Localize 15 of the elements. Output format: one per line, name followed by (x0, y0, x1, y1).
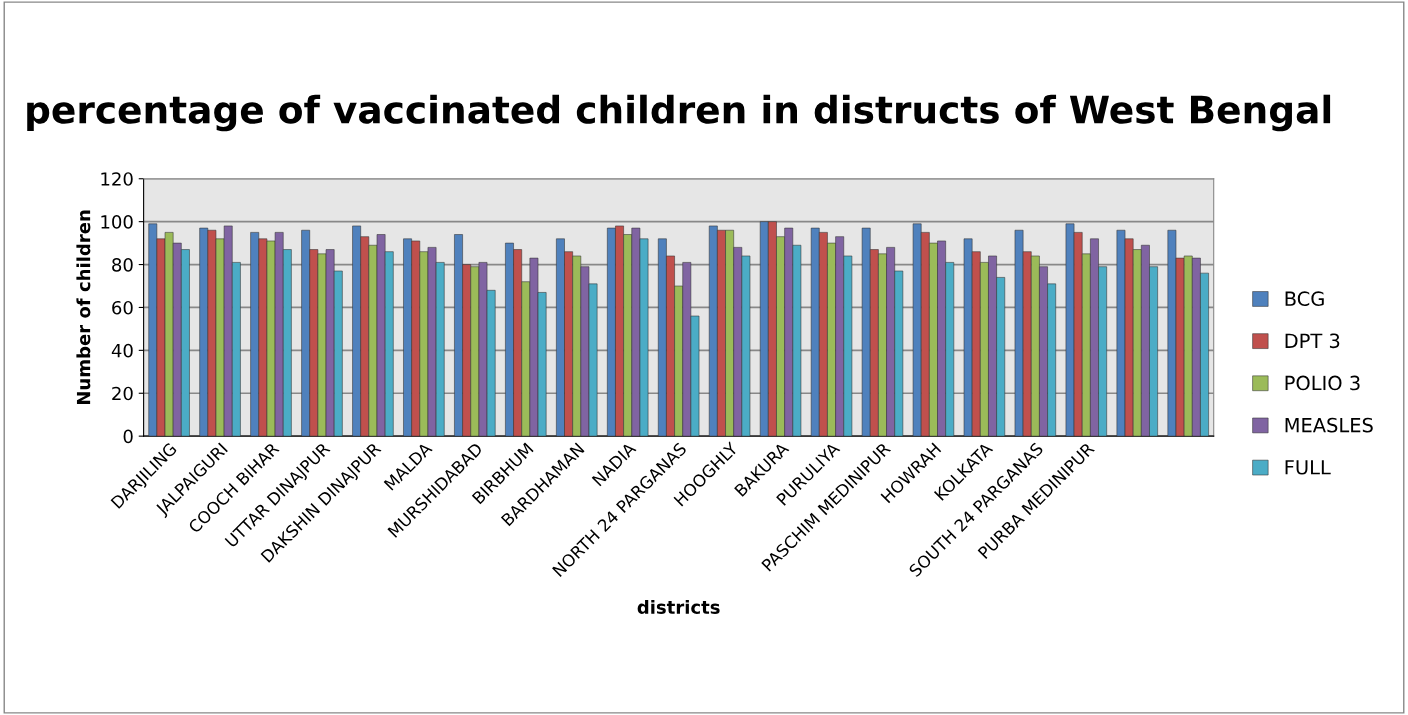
y-tick-label: 80 (112, 258, 133, 272)
x-axis-title: districts (637, 600, 720, 614)
y-tick-label: 100 (101, 215, 133, 229)
legend-label: FULL (1285, 460, 1331, 475)
y-tick-label: 0 (123, 429, 133, 444)
y-tick-label: 20 (112, 386, 133, 401)
y-tick-label: 40 (111, 343, 133, 358)
legend-label: DPT 3 (1285, 333, 1340, 349)
chart-title: percentage of vaccinated children in distructs of West Bengal (27, 94, 1331, 132)
y-tick-label: 120 (101, 172, 133, 186)
legend-label: BCG (1285, 291, 1324, 307)
legend-label: MEASLES (1285, 417, 1373, 433)
legend-label: POLIO 3 (1285, 375, 1360, 391)
y-axis-title: Number of children (76, 210, 91, 405)
y-tick-label: 60 (112, 300, 133, 315)
